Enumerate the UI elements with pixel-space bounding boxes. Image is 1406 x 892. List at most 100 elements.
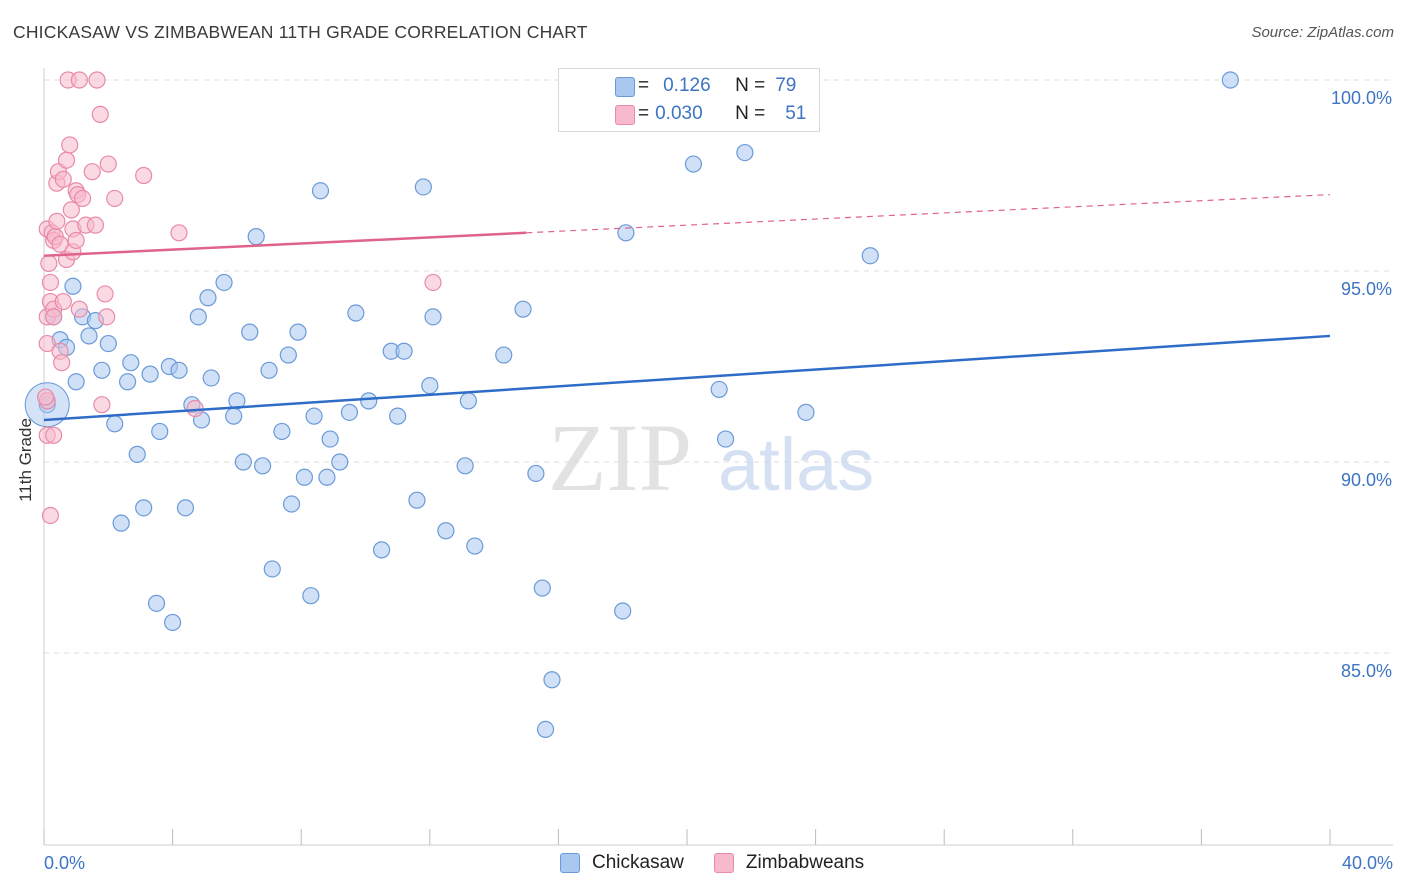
- y-tick-label: 100.0%: [1331, 88, 1392, 108]
- zimbabwean-point: [70, 300, 88, 318]
- chickasaw-point: [514, 300, 532, 318]
- chickasaw-point: [424, 308, 442, 326]
- chickasaw-point: [282, 495, 301, 513]
- chickasaw-point: [279, 346, 297, 364]
- chickasaw-point: [360, 392, 378, 410]
- chickasaw-point: [225, 407, 243, 425]
- legend-swatch-blue: [560, 853, 580, 873]
- watermark-atlas: atlas: [718, 423, 874, 506]
- chickasaw-point: [289, 323, 307, 341]
- legend-item-zimbabweans[interactable]: Zimbabweans: [713, 852, 864, 874]
- zimbabwean-point: [67, 231, 85, 250]
- zimbabwean-point: [170, 224, 188, 242]
- zimbabwean-point: [424, 273, 442, 292]
- tick-labels: 85.0% 90.0% 95.0% 100.0% 0.0% 40.0%: [44, 88, 1393, 873]
- legend-r-value: 0.030: [655, 103, 703, 124]
- legend-n-label: N =: [735, 75, 766, 96]
- chickasaw-point: [389, 407, 407, 425]
- chickasaw-point: [459, 392, 477, 410]
- zimbabwean-point: [70, 71, 88, 89]
- chickasaw-point: [421, 377, 439, 395]
- chickasaw-point: [170, 361, 188, 379]
- chickasaw-point: [408, 491, 426, 509]
- chickasaw-point: [527, 464, 545, 483]
- chickasaw-point: [273, 422, 291, 441]
- chickasaw-point: [617, 224, 635, 242]
- zimbabwean-trend-line: [43, 231, 527, 257]
- chickasaw-point: [176, 499, 195, 517]
- chickasaw-point: [716, 430, 735, 448]
- chart-title: CHICKASAW VS ZIMBABWEAN 11TH GRADE CORRE…: [13, 22, 588, 42]
- chickasaw-point: [118, 373, 137, 391]
- zimbabwean-points: [37, 71, 442, 525]
- chickasaw-point: [202, 369, 220, 387]
- chickasaw-point: [241, 323, 259, 341]
- chickasaw-point: [135, 499, 153, 517]
- zimbabwean-point: [106, 189, 124, 208]
- chickasaw-point: [247, 228, 265, 246]
- chickasaw-point: [533, 579, 551, 597]
- zimbabwean-point: [91, 105, 109, 123]
- legend-n-label: N =: [735, 103, 766, 124]
- chickasaw-point: [99, 334, 117, 353]
- x-tick-label: 0.0%: [44, 853, 85, 873]
- zimbabwean-point: [37, 388, 55, 406]
- legend-label-chickasaw: Chickasaw: [592, 852, 684, 873]
- chickasaw-point: [93, 361, 111, 379]
- chickasaw-point: [106, 415, 124, 433]
- chickasaw-point: [414, 178, 432, 196]
- chickasaw-point: [141, 365, 159, 383]
- correlation-legend: R = 0.126 N = 79 R = 0.030 N = 51: [558, 68, 820, 132]
- chickasaw-point: [112, 514, 130, 532]
- chickasaw-point: [318, 468, 336, 486]
- zimbabwean-point: [51, 235, 69, 253]
- chickasaw-trend-line: [43, 334, 1331, 422]
- chickasaw-point: [861, 247, 879, 265]
- grid-lines: [44, 79, 1393, 654]
- chickasaw-point: [1221, 71, 1239, 89]
- chickasaw-point: [64, 277, 82, 295]
- chickasaw-point: [614, 602, 632, 620]
- legend-n-value: 51: [785, 103, 807, 124]
- chickasaw-point: [199, 289, 217, 307]
- chickasaw-point: [331, 453, 349, 471]
- zimbabwean-point: [54, 170, 72, 188]
- chickasaw-point: [234, 453, 252, 471]
- y-tick-label: 90.0%: [1341, 470, 1392, 490]
- zimbabwean-point: [73, 189, 92, 208]
- chickasaw-point: [305, 407, 323, 425]
- chickasaw-point: [189, 308, 207, 326]
- chickasaw-point: [80, 327, 98, 345]
- y-tick-label: 95.0%: [1341, 279, 1392, 299]
- zimbabwean-point: [93, 396, 111, 414]
- legend-item-chickasaw[interactable]: Chickasaw: [560, 852, 684, 874]
- series-legend: Chickasaw Zimbabweans: [560, 852, 894, 874]
- legend-n-value: 79: [775, 75, 797, 96]
- chickasaw-point: [295, 468, 314, 486]
- source-label: Source: ZipAtlas.com: [1251, 24, 1394, 41]
- chickasaw-point: [67, 373, 85, 391]
- zimbabwean-point: [53, 354, 71, 372]
- zimbabwean-point: [45, 426, 63, 444]
- zimbabwean-point: [99, 155, 117, 173]
- zimbabwean-point: [54, 292, 72, 311]
- axes: [43, 68, 1393, 846]
- chickasaw-point: [321, 430, 339, 448]
- y-tick-label: 85.0%: [1341, 661, 1392, 681]
- zimbabwean-trend-line-extension: [526, 194, 1331, 234]
- chickasaw-point: [340, 403, 359, 421]
- chickasaw-point: [228, 392, 246, 410]
- chickasaw-point: [710, 380, 728, 399]
- chickasaw-point: [263, 560, 281, 578]
- chickasaw-point: [122, 354, 140, 372]
- chickasaw-point: [347, 304, 365, 322]
- chickasaw-point: [684, 155, 703, 173]
- zimbabwean-point: [45, 308, 63, 326]
- chickasaw-point: [736, 143, 754, 162]
- zimbabwean-point: [48, 212, 66, 230]
- legend-swatch-blue: [615, 77, 635, 97]
- chickasaw-point: [495, 346, 513, 364]
- chickasaw-points: [24, 71, 1239, 739]
- legend-r-value: 0.126: [663, 75, 711, 96]
